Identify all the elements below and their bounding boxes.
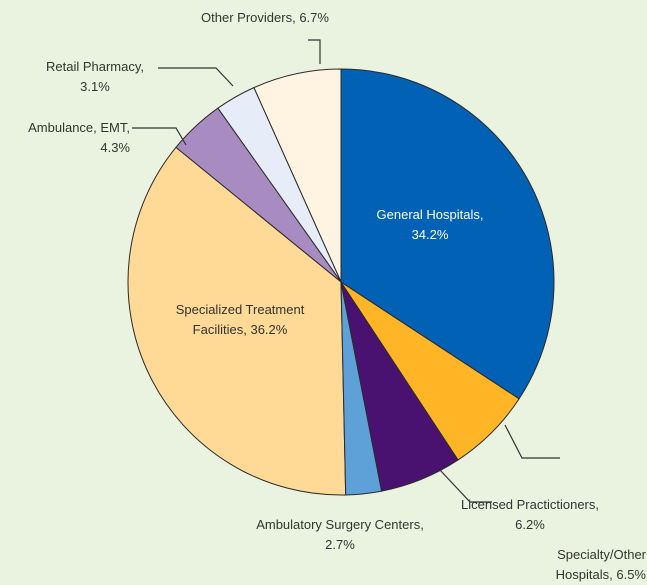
category-name: Specialized Treatment Facilities, — [175, 302, 305, 337]
value-label: 3.1% — [80, 79, 110, 94]
slice-label: Specialized Treatment Facilities, 36.2% — [150, 300, 330, 340]
leader-line — [439, 469, 492, 503]
slice-label: Ambulance, EMT, 4.3% — [0, 118, 130, 158]
category-name: General Hospitals, — [376, 207, 484, 222]
slice-label: Ambulatory Surgery Centers, 2.7% — [250, 515, 430, 555]
slice-label: Retail Pharmacy, 3.1% — [30, 57, 160, 97]
value-label: 2.7% — [325, 537, 355, 552]
leader-line — [504, 424, 560, 459]
value-label: 36.2% — [250, 322, 288, 337]
category-name: Retail Pharmacy, — [45, 59, 144, 74]
category-name: Licensed Practictioners, — [460, 497, 599, 512]
pie-chart — [127, 39, 560, 503]
value-label: 4.3% — [100, 140, 130, 155]
slice-label: Specialty/Other Hospitals, 6.5% — [520, 545, 646, 585]
value-label: 6.2% — [515, 517, 545, 532]
slice-label: Licensed Practictioners, 6.2% — [455, 495, 605, 535]
leader-line — [308, 39, 321, 64]
pie-slice — [127, 146, 347, 496]
category-name: Ambulance, EMT, — [28, 120, 130, 135]
value-label: 6.5% — [616, 567, 646, 582]
slice-label: Other Providers, 6.7% — [200, 8, 330, 28]
category-name: Ambulatory Surgery Centers, — [256, 517, 424, 532]
value-label: 34.2% — [411, 227, 449, 242]
leader-line — [158, 67, 234, 87]
pie-slice — [340, 68, 555, 400]
value-label: 6.7% — [299, 10, 329, 25]
category-name: Other Providers, — [201, 10, 296, 25]
leader-line — [132, 127, 187, 146]
slice-label: General Hospitals, 34.2% — [370, 205, 490, 245]
chart: General Hospitals, 34.2% Specialty/Other … — [0, 8, 646, 582]
